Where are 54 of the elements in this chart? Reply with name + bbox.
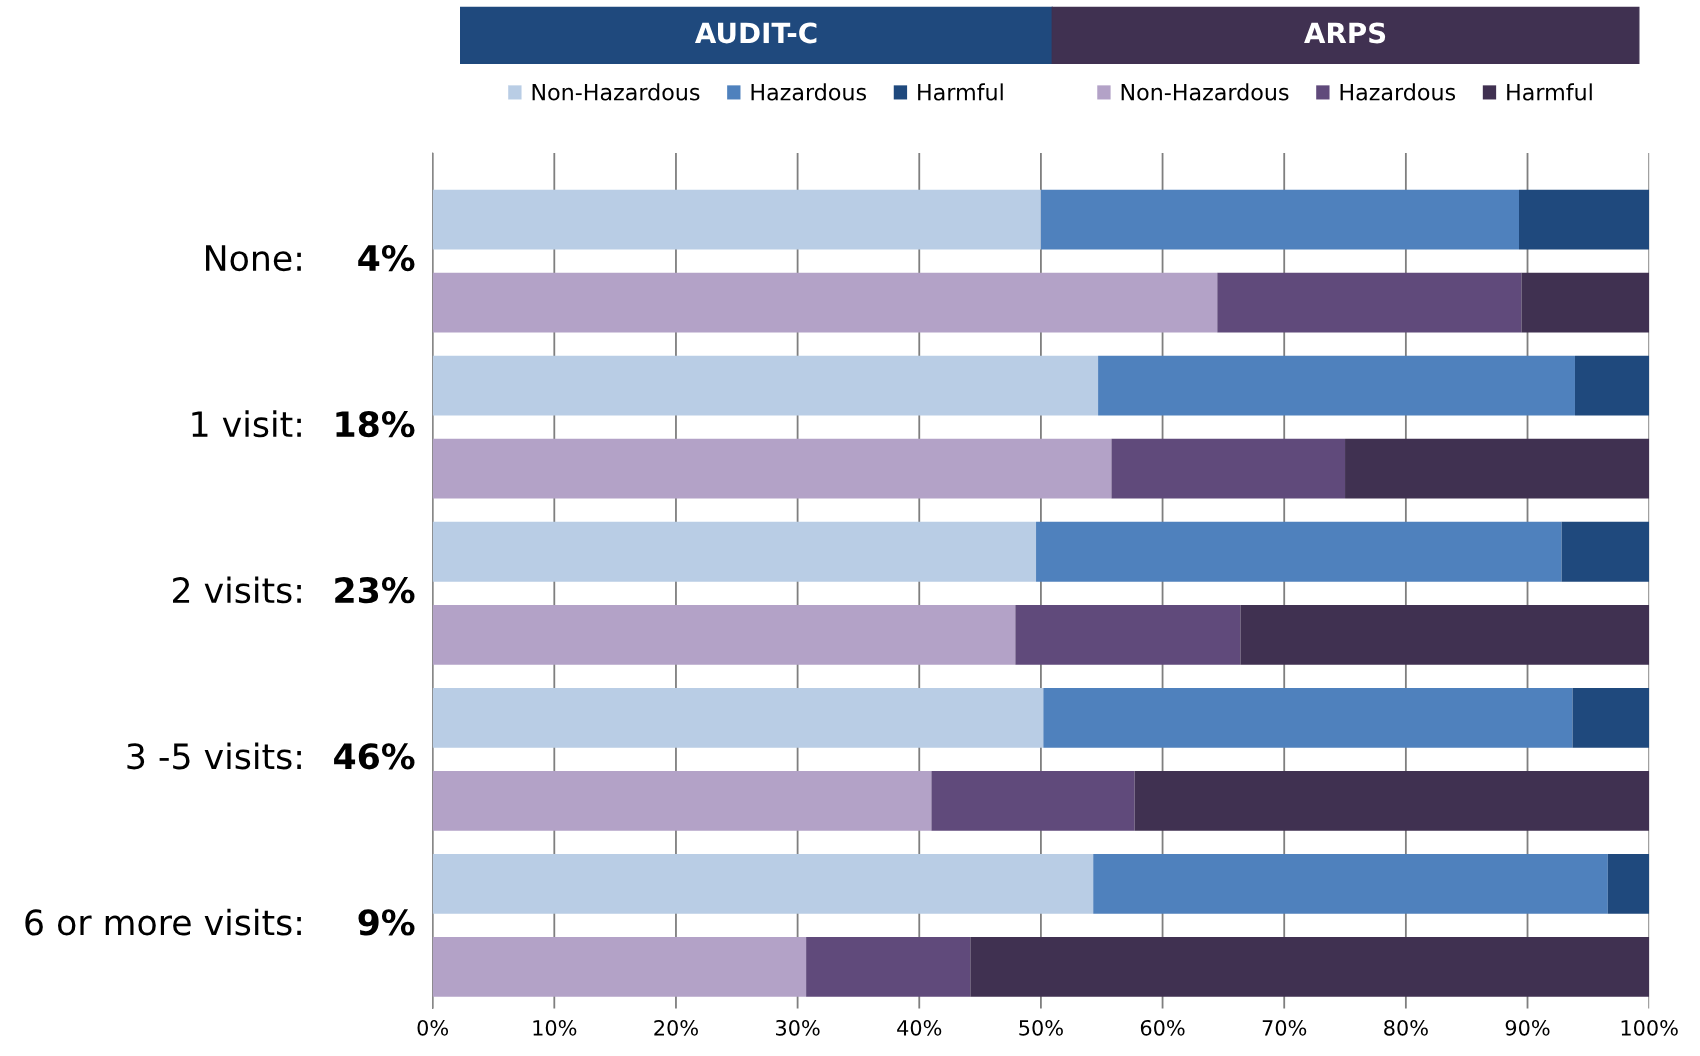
y-tick-label: 2 visits: 23%: [173, 576, 415, 604]
bar: [1134, 770, 1650, 831]
bar: [1015, 604, 1241, 665]
bar: [1098, 355, 1575, 416]
bar: [432, 438, 1112, 499]
bar: [1574, 355, 1650, 416]
bar: [1217, 272, 1522, 333]
bar: [1561, 521, 1650, 582]
x-tick-label: 100%: [1621, 1019, 1678, 1036]
x-tick-label: 30%: [776, 1019, 820, 1036]
bar: [1040, 189, 1519, 250]
x-tick-label: 20%: [654, 1019, 698, 1036]
bar: [432, 355, 1099, 416]
bar: [1345, 438, 1650, 499]
legend-label: Hazardous: [1340, 83, 1456, 101]
bar: [1111, 438, 1346, 499]
legend-label: Non-Hazardous: [1121, 83, 1289, 101]
text: AUDIT-C: [694, 22, 817, 44]
x-tick-label: 0%: [417, 1019, 449, 1036]
text: ARPS: [1304, 22, 1386, 44]
y-tick-label: 3 -5 visits: 46%: [127, 742, 415, 770]
bar: [432, 521, 1037, 582]
bar: [1572, 687, 1650, 748]
bar: [1036, 521, 1562, 582]
bar: [1093, 854, 1608, 914]
bar: [432, 272, 1218, 333]
bar: [931, 770, 1135, 831]
legend-label: Hazardous: [751, 83, 867, 101]
bar: [432, 854, 1094, 914]
x-tick-label: 70%: [1262, 1019, 1307, 1036]
bar: [1043, 687, 1573, 748]
bar: [432, 687, 1044, 748]
bar: [1519, 189, 1650, 250]
bar: [1607, 854, 1650, 914]
y-tick-label: 1 visit: 18%: [192, 410, 415, 438]
x-tick-label: 40%: [897, 1019, 942, 1036]
x-tick-label: 90%: [1505, 1019, 1550, 1036]
bar: [1240, 604, 1650, 665]
bar: [432, 604, 1016, 665]
category-label: 6 or more visits: 9%: [25, 908, 415, 936]
x-tick-label: 10%: [533, 1019, 577, 1036]
legend-label: Harmful: [918, 83, 1003, 101]
bar: [432, 189, 1041, 250]
bar: [432, 937, 807, 997]
bar: [1521, 272, 1650, 333]
x-tick-label: 80%: [1384, 1019, 1428, 1036]
category-label: None: 4%: [206, 244, 415, 272]
bar: [806, 937, 971, 997]
bar: [970, 937, 1650, 997]
legend-label: Non-Hazardous: [532, 83, 700, 101]
bar: [432, 770, 932, 831]
x-tick-label: 60%: [1140, 1019, 1185, 1036]
legend-label: Harmful: [1507, 83, 1592, 101]
x-tick-label: 50%: [1019, 1019, 1063, 1036]
